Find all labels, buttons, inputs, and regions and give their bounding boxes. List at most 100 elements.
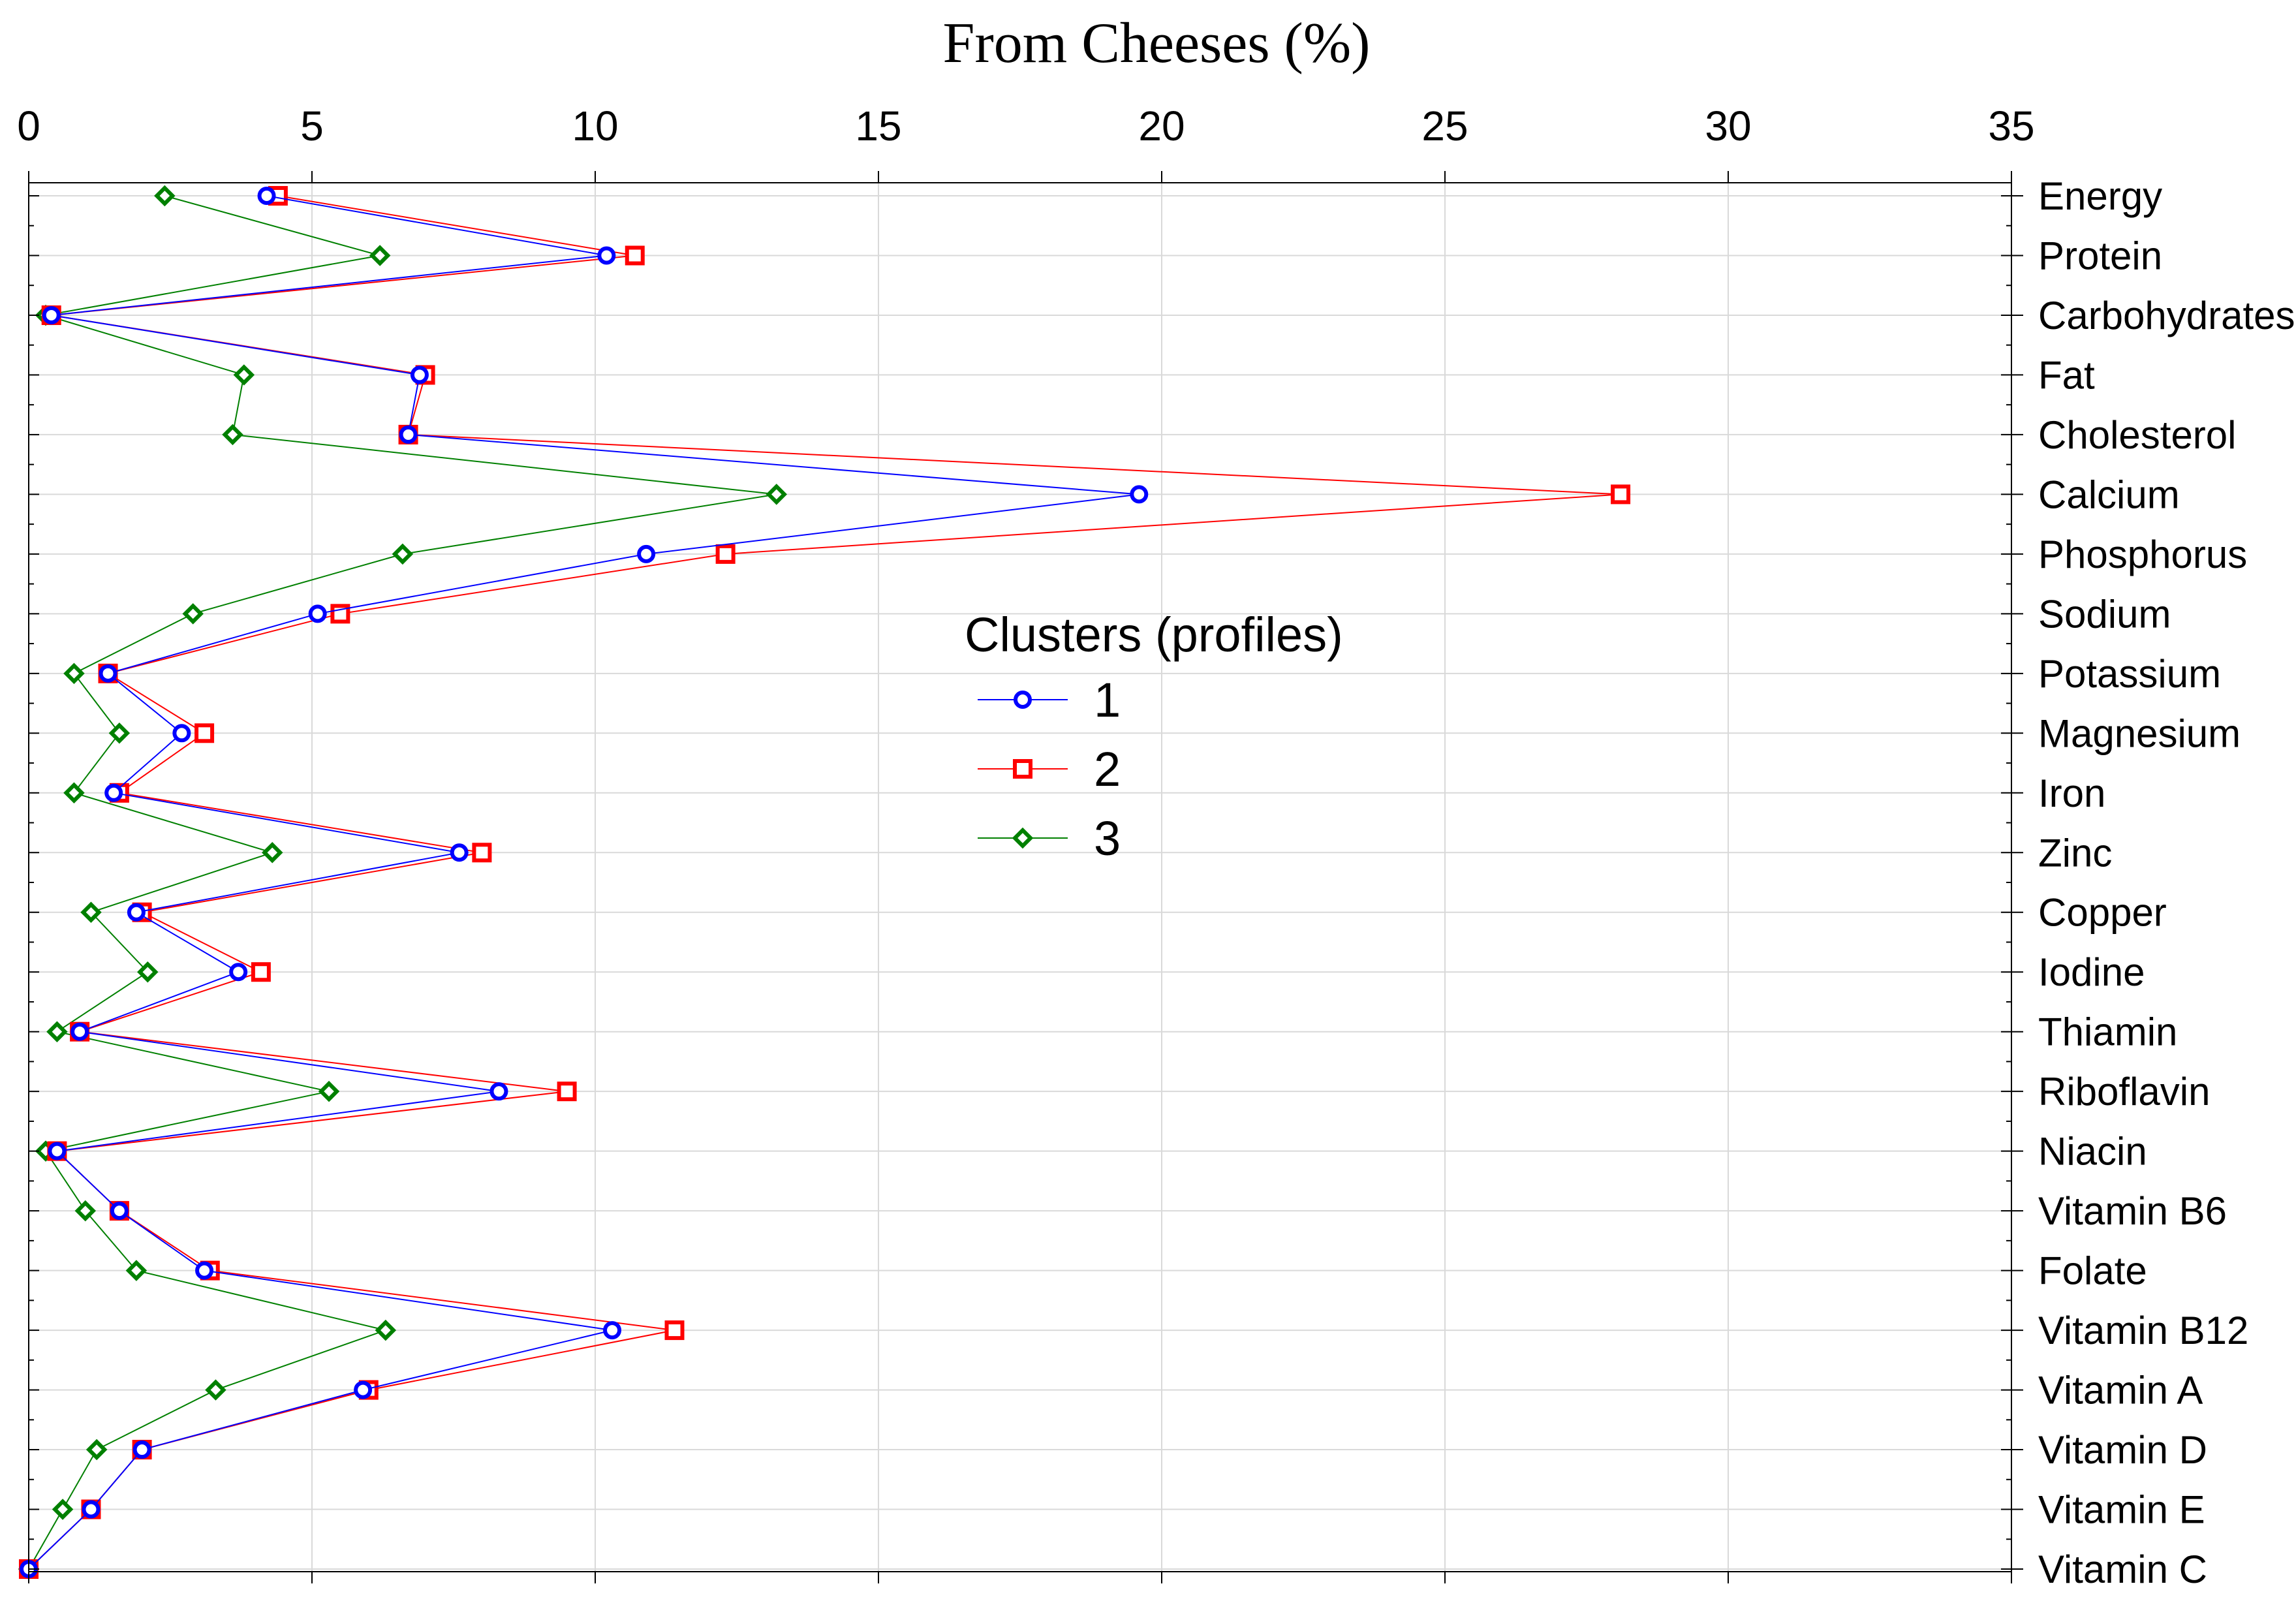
category-label: Fat [2038, 353, 2095, 397]
series-2-point [194, 723, 215, 743]
legend-items: 1 2 3 [978, 673, 1121, 865]
series-1-point [1130, 485, 1149, 504]
series-3-point [233, 364, 255, 386]
category-label: Potassium [2038, 652, 2221, 696]
x-tick-label: 25 [1421, 102, 1468, 149]
legend-label: 1 [1094, 673, 1121, 727]
series-1-point [308, 604, 327, 623]
legend-item-2: 2 [978, 742, 1121, 796]
series-1-point [48, 1142, 67, 1160]
x-tick-label: 15 [855, 102, 901, 149]
series-1-point [399, 425, 418, 444]
legend-marker [1012, 827, 1034, 849]
category-label: Folate [2038, 1249, 2147, 1293]
category-label: Sodium [2038, 592, 2171, 636]
legend-label: 3 [1094, 811, 1121, 865]
series-1-point [229, 963, 248, 982]
series-1-point [172, 724, 191, 743]
category-label: Calcium [2038, 473, 2180, 516]
x-tick-label: 30 [1705, 102, 1751, 149]
chart-title: From Cheeses (%) [943, 12, 1371, 75]
series-1-point [82, 1500, 101, 1519]
category-label: Niacin [2038, 1130, 2147, 1174]
series-2-point [1611, 484, 1631, 505]
series-3-point [85, 1439, 108, 1461]
series-2-point [664, 1320, 685, 1341]
category-label: Zinc [2038, 831, 2112, 875]
category-label: Cholesterol [2038, 413, 2237, 457]
x-tick-label: 20 [1138, 102, 1185, 149]
series-1-point [450, 843, 469, 862]
series-1-point [127, 903, 146, 922]
series-1-line [28, 195, 1140, 1570]
legend-marker [1014, 691, 1032, 709]
category-label: Vitamin B6 [2038, 1189, 2227, 1233]
series-3-point [63, 782, 85, 804]
x-tick-label: 35 [1988, 102, 2034, 149]
x-tick-label: 0 [17, 102, 40, 149]
series-2-point [251, 962, 271, 982]
series-3-point [80, 901, 102, 923]
series-3-point [182, 603, 204, 625]
category-label: Copper [2038, 891, 2167, 935]
category-label: Protein [2038, 234, 2162, 277]
series-1-point [132, 1440, 151, 1459]
series-1-point [597, 246, 616, 265]
category-label: Iodine [2038, 950, 2145, 994]
series-3-point [137, 961, 159, 983]
legend-title: Clusters (profiles) [965, 608, 1343, 662]
series-3-point [52, 1499, 74, 1520]
category-label: Energy [2038, 174, 2162, 218]
series-3-point [63, 662, 85, 685]
legend: Clusters (profiles) 1 2 3 [965, 608, 1343, 865]
plot-frame [28, 182, 2012, 1572]
series-3-point [318, 1080, 340, 1102]
series-1-point [42, 305, 61, 324]
series-3-point [369, 245, 391, 266]
category-label: Vitamin D [2038, 1428, 2207, 1472]
series-2-point [625, 245, 645, 266]
grid [29, 183, 2011, 1572]
legend-marker [1013, 759, 1032, 779]
category-label: Vitamin C [2038, 1548, 2207, 1591]
x-tick-label: 5 [300, 102, 324, 149]
category-label: Vitamin A [2038, 1369, 2203, 1412]
series-3 [18, 185, 788, 1580]
category-label: Carbohydrates [2038, 294, 2295, 337]
series-2 [19, 186, 1631, 1579]
series-3-point [222, 424, 243, 446]
series-1-point [637, 544, 656, 563]
series-3-point [261, 842, 283, 864]
series-3-point [46, 1021, 68, 1042]
legend-item-1: 1 [978, 673, 1121, 727]
series-1-point [110, 1202, 129, 1221]
series-1-point [104, 783, 123, 802]
series-1 [20, 187, 1149, 1578]
series-3-point [125, 1260, 147, 1281]
series-1-point [603, 1321, 622, 1340]
series-1-point [70, 1022, 89, 1041]
series-2-line [28, 195, 1621, 1570]
legend-label: 2 [1094, 742, 1121, 796]
series-2-point [330, 604, 350, 624]
series-1-point [410, 366, 429, 384]
series-2-point [557, 1082, 577, 1102]
category-label: Vitamin E [2038, 1488, 2205, 1532]
category-label: Riboflavin [2038, 1070, 2210, 1113]
series-2-point [472, 843, 492, 863]
x-tick-label: 10 [572, 102, 618, 149]
category-label: Thiamin [2038, 1010, 2177, 1054]
series-3-point [74, 1200, 97, 1222]
series-1-point [489, 1082, 508, 1101]
category-label: Magnesium [2038, 711, 2241, 755]
series-3-point [392, 543, 414, 565]
series-2-point [715, 544, 736, 564]
series-3-point [108, 723, 131, 744]
series-3-line [28, 195, 777, 1570]
series-layer [18, 185, 1631, 1580]
series-3-point [766, 484, 788, 505]
series-1-point [354, 1380, 373, 1399]
category-label: Vitamin B12 [2038, 1309, 2248, 1352]
category-label: Phosphorus [2038, 533, 2247, 576]
